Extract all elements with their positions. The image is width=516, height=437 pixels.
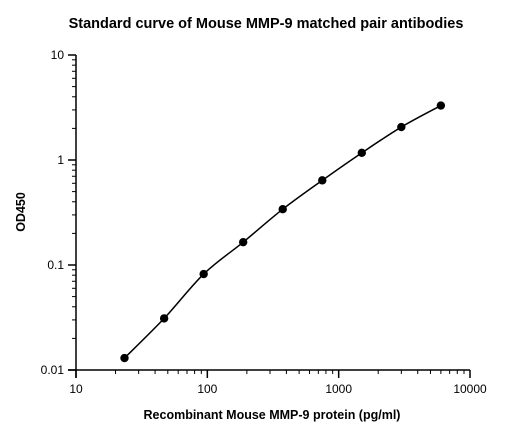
- data-point: [159, 314, 169, 323]
- x-tick-label: 10: [69, 382, 83, 396]
- chart-title: Standard curve of Mouse MMP-9 matched pa…: [69, 16, 464, 32]
- y-tick-label: 10: [51, 48, 65, 62]
- x-tick-label: 1000: [325, 382, 352, 396]
- x-tick-label: 100: [197, 382, 217, 396]
- data-point: [199, 269, 208, 279]
- y-tick-label: 0.1: [47, 258, 64, 272]
- x-tick-label: 10000: [453, 382, 487, 396]
- fit-curve: [123, 104, 442, 359]
- y-tick-label: 0.01: [41, 363, 65, 377]
- data-point: [397, 122, 406, 132]
- data-point: [436, 101, 446, 110]
- data-point: [278, 204, 287, 214]
- plot-area: 10 100 1000 10000 0.01 0.1 1 10: [41, 48, 487, 396]
- x-axis-title: Recombinant Mouse MMP-9 protein (pg/ml): [144, 408, 401, 422]
- data-point: [238, 237, 248, 247]
- data-point: [318, 176, 327, 185]
- y-tick-label: 1: [57, 153, 64, 167]
- y-axis-title: OD450: [14, 192, 28, 232]
- data-point: [120, 353, 129, 363]
- data-point: [357, 148, 366, 158]
